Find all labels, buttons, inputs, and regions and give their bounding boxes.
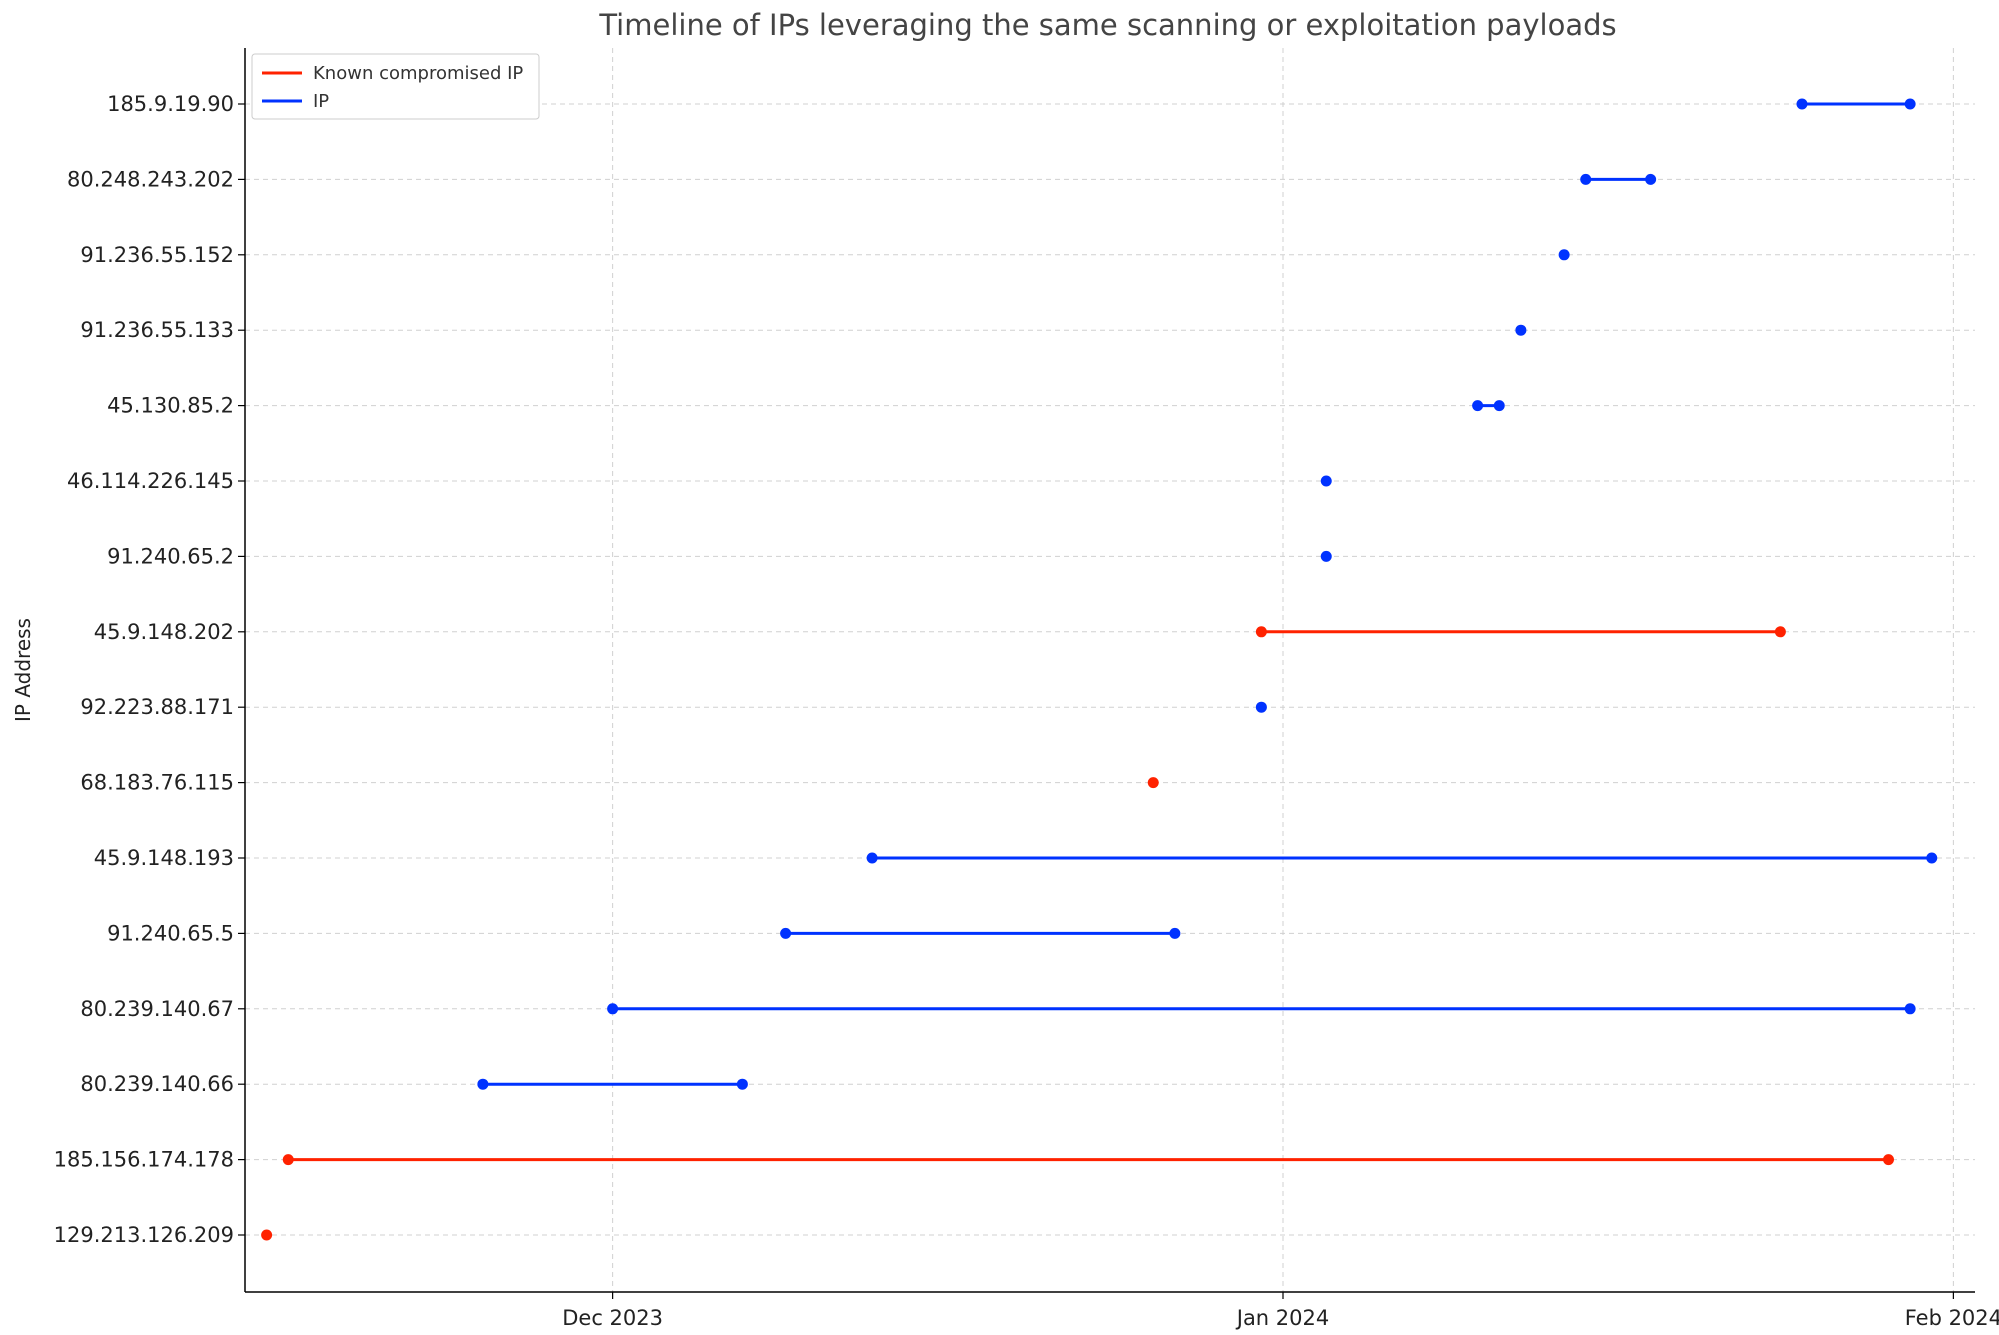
ip-row <box>1515 324 1527 336</box>
y-tick-label: 45.9.148.193 <box>94 846 234 870</box>
y-tick-label: 185.156.174.178 <box>54 1148 234 1172</box>
ip-row <box>1147 777 1159 789</box>
y-tick-label: 185.9.19.90 <box>107 92 234 116</box>
ip-first-seen-point <box>1255 626 1267 638</box>
ip-row <box>1255 701 1267 713</box>
y-tick-label: 45.9.148.202 <box>94 620 234 644</box>
ip-last-seen-point <box>1926 852 1938 864</box>
ip-row <box>780 927 1181 939</box>
ip-first-seen-point <box>866 852 878 864</box>
ip-row <box>261 1229 273 1241</box>
y-tick-label: 46.114.226.145 <box>67 469 234 493</box>
ip-last-seen-point <box>1904 1003 1916 1015</box>
ip-first-seen-point <box>261 1229 273 1241</box>
legend-box <box>251 53 540 120</box>
y-tick-label: 129.213.126.209 <box>54 1223 234 1247</box>
y-tick-label: 80.239.140.66 <box>80 1072 234 1096</box>
ip-first-seen-point <box>1558 249 1570 261</box>
y-tick-label: 80.239.140.67 <box>80 997 234 1021</box>
ip-last-seen-point <box>1645 173 1657 185</box>
ip-row <box>1580 173 1657 185</box>
x-tick-label: Dec 2023 <box>562 1306 663 1330</box>
ip-first-seen-point <box>607 1003 619 1015</box>
y-tick-label: 91.236.55.133 <box>80 318 234 342</box>
axes <box>238 48 1975 1299</box>
ip-last-seen-point <box>1169 927 1181 939</box>
ip-first-seen-point <box>1580 173 1592 185</box>
y-tick-label: 91.240.65.5 <box>107 921 234 945</box>
chart-title: Timeline of IPs leveraging the same scan… <box>598 8 1616 42</box>
ip-last-seen-point <box>1493 400 1505 412</box>
y-tick-label: 80.248.243.202 <box>67 167 234 191</box>
ip-row <box>1320 550 1332 562</box>
ip-last-seen-point <box>1774 626 1786 638</box>
ip-first-seen-point <box>1147 777 1159 789</box>
ip-last-seen-point <box>1883 1154 1894 1166</box>
ip-first-seen-point <box>1320 475 1332 487</box>
y-tick-label: 91.236.55.152 <box>80 243 234 267</box>
y-tick-label: 91.240.65.2 <box>107 544 234 568</box>
ip-last-seen-point <box>736 1078 748 1090</box>
ip-row <box>1472 400 1505 412</box>
ip-row <box>607 1003 1916 1015</box>
x-tick-label: Jan 2024 <box>1235 1306 1330 1330</box>
ip-last-seen-point <box>1904 98 1916 110</box>
ip-row <box>1255 626 1786 638</box>
ip-first-seen-point <box>477 1078 489 1090</box>
ip-row <box>282 1154 1894 1166</box>
y-tick-label: 92.223.88.171 <box>80 695 234 719</box>
ip-first-seen-point <box>780 927 792 939</box>
ip-first-seen-point <box>1255 701 1267 713</box>
ip-first-seen-point <box>1796 98 1808 110</box>
ip-row <box>477 1078 748 1090</box>
y-tick-label: 45.130.85.2 <box>107 394 234 418</box>
ip-first-seen-point <box>1472 400 1484 412</box>
ip-first-seen-point <box>1320 550 1332 562</box>
ip-row <box>1558 249 1570 261</box>
ip-first-seen-point <box>1515 324 1527 336</box>
ip-series <box>261 98 1938 1241</box>
legend-label-ip: IP <box>313 91 329 112</box>
tick-labels: 129.213.126.209 185.156.174.178 80.239.140… <box>54 92 1999 1330</box>
legend: Known compromised IP IP <box>251 53 540 120</box>
y-tick-label: 68.183.76.115 <box>80 771 234 795</box>
ip-row <box>866 852 1938 864</box>
ip-row <box>1796 98 1916 110</box>
ip-row <box>1320 475 1332 487</box>
x-tick-label: Feb 2024 <box>1905 1306 1999 1330</box>
y-axis-label: IP Address <box>11 618 35 722</box>
ip-first-seen-point <box>282 1154 294 1166</box>
legend-label-compromised: Known compromised IP <box>313 63 523 84</box>
